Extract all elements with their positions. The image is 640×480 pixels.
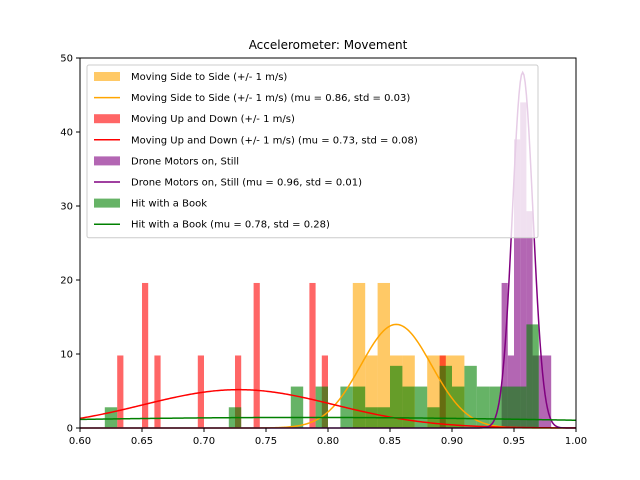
bar-hit-with-a-book-13 [452, 386, 465, 428]
y-tick-label: 0 [67, 424, 73, 435]
bar-moving-side-to-side-1-m-s-2 [377, 282, 390, 428]
bar-hit-with-a-book-2 [290, 386, 304, 428]
curve-hit-with-a-book-mu-0-78-std-0-28 [79, 416, 577, 422]
x-tick-label: 0.60 [69, 436, 91, 447]
bar-hit-with-a-book-8 [390, 365, 403, 428]
y-tick-label: 20 [60, 276, 73, 287]
y-axis: 0 10 20 30 40 50 [60, 54, 80, 435]
legend-label: Hit with a Book [131, 199, 207, 210]
legend-swatch-moving-side-to-side-1-m-s [94, 72, 120, 81]
curve-moving-up-and-down-1-m-s-mu-0-73-std-0-08 [79, 388, 577, 429]
x-tick-label: 0.70 [193, 436, 215, 447]
bar-moving-up-and-down-1-m-s-3 [197, 355, 204, 428]
x-axis: 0.60 0.65 0.70 0.75 0.80 0.85 0.90 0.95 1.00 [69, 428, 587, 447]
bar-moving-up-and-down-1-m-s-2 [154, 355, 161, 428]
bar-moving-up-and-down-1-m-s-1 [142, 282, 149, 428]
x-tick-label: 0.75 [255, 436, 277, 447]
x-tick-label: 0.95 [503, 436, 525, 447]
bar-hit-with-a-book-5 [352, 386, 366, 428]
bar-drone-motors-on-still-3 [520, 102, 527, 429]
legend-label: Moving Up and Down (+/- 1 m/s) (mu = 0.7… [131, 135, 418, 146]
histogram-bars [104, 102, 552, 429]
bar-hit-with-a-book-17 [501, 386, 514, 428]
legend-label: Drone Motors on, Still [131, 156, 239, 167]
bar-hit-with-a-book-19 [526, 324, 539, 428]
legend-label: Drone Motors on, Still (mu = 0.96, std =… [131, 178, 362, 189]
bar-hit-with-a-book-3 [315, 386, 328, 428]
bar-drone-motors-on-still-4 [526, 211, 533, 428]
legend-label: Hit with a Book (mu = 0.78, std = 0.28) [131, 220, 330, 231]
bar-hit-with-a-book-12 [439, 365, 452, 428]
legend-box [86, 64, 539, 239]
x-tick-label: 1.00 [565, 436, 587, 447]
legend-swatch-drone-motors-on-still [94, 156, 120, 166]
bar-moving-up-and-down-1-m-s-0 [117, 355, 124, 428]
chart-title: Accelerometer: Movement [249, 38, 408, 52]
y-tick-label: 40 [60, 128, 73, 139]
y-tick-label: 50 [60, 54, 73, 65]
bar-drone-motors-on-still-2 [514, 139, 521, 428]
y-tick-label: 10 [60, 350, 73, 361]
bar-drone-motors-on-still-7 [545, 355, 552, 428]
bar-hit-with-a-book-18 [514, 386, 527, 428]
bar-moving-up-and-down-1-m-s-5 [253, 282, 260, 428]
legend-label: Moving Side to Side (+/- 1 m/s) (mu = 0.… [131, 93, 410, 104]
bar-hit-with-a-book-0 [104, 407, 118, 428]
bar-hit-with-a-book-15 [476, 386, 490, 428]
bar-hit-with-a-book-16 [489, 386, 502, 428]
bar-drone-motors-on-still-6 [538, 355, 545, 428]
x-tick-label: 0.85 [379, 436, 401, 447]
legend-swatch-moving-up-and-down-1-m-s [94, 114, 120, 124]
y-tick-label: 30 [60, 202, 73, 213]
bar-moving-up-and-down-1-m-s-4 [235, 355, 242, 428]
bar-moving-up-and-down-1-m-s-6 [309, 282, 316, 428]
legend: Moving Side to Side (+/- 1 m/s) Moving Si… [86, 64, 539, 239]
x-tick-label: 0.90 [441, 436, 463, 447]
legend-swatch-hit-with-a-book [94, 198, 120, 208]
x-tick-label: 0.65 [131, 436, 153, 447]
x-tick-label: 0.80 [317, 436, 339, 447]
bar-hit-with-a-book-14 [464, 365, 477, 428]
bar-hit-with-a-book-9 [402, 386, 415, 428]
legend-label: Moving Up and Down (+/- 1 m/s) [131, 114, 295, 125]
legend-label: Moving Side to Side (+/- 1 m/s) [131, 72, 287, 83]
